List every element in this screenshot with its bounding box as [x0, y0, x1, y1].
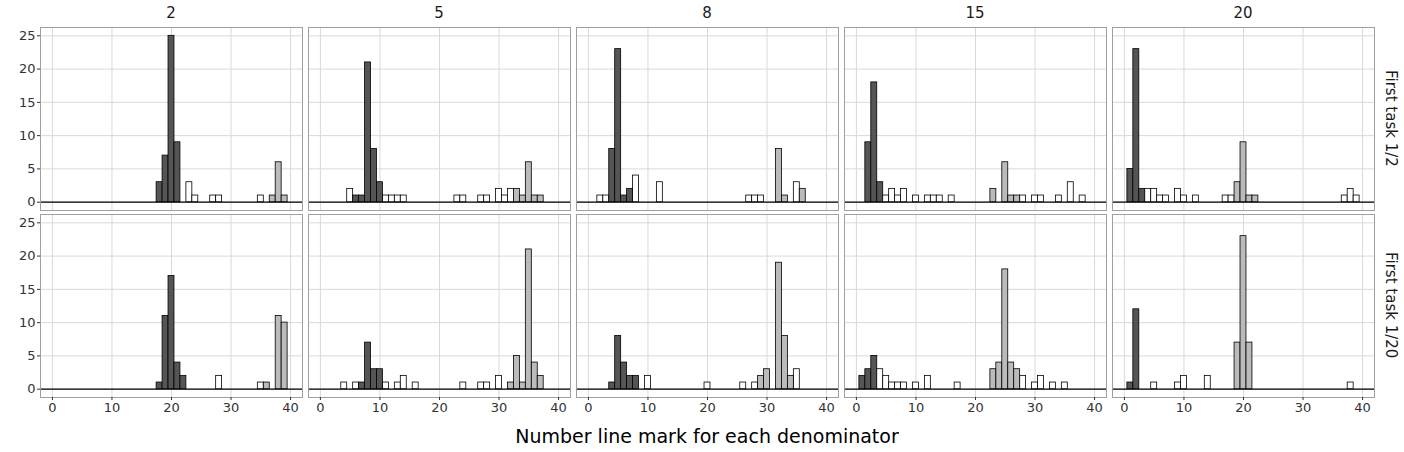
- svg-text:10: 10: [104, 400, 121, 415]
- svg-text:40: 40: [1086, 400, 1103, 415]
- svg-text:0: 0: [584, 400, 592, 415]
- svg-text:30: 30: [1295, 400, 1312, 415]
- svg-text:15: 15: [19, 282, 36, 297]
- svg-text:0: 0: [316, 400, 324, 415]
- svg-text:30: 30: [491, 400, 508, 415]
- svg-text:40: 40: [818, 400, 835, 415]
- svg-text:10: 10: [1176, 400, 1193, 415]
- svg-text:10: 10: [372, 400, 389, 415]
- html-text:8: 8: [702, 4, 712, 22]
- svg-text:40: 40: [1354, 400, 1371, 415]
- svg-text:30: 30: [223, 400, 240, 415]
- svg-text:30: 30: [1027, 400, 1044, 415]
- html-text:Number line mark for each deno: Number line mark for each denominator: [515, 425, 899, 447]
- html-text:15: 15: [965, 4, 985, 22]
- svg-text:40: 40: [550, 400, 567, 415]
- svg-text:25: 25: [19, 28, 36, 43]
- svg-text:5: 5: [27, 348, 35, 363]
- svg-text:0: 0: [852, 400, 860, 415]
- svg-text:30: 30: [759, 400, 776, 415]
- svg-text:10: 10: [19, 128, 36, 143]
- html-text:20: 20: [1233, 4, 1253, 22]
- svg-text:15: 15: [19, 95, 36, 110]
- html-text:First task 1/2: First task 1/2: [1382, 70, 1400, 167]
- svg-text:20: 20: [19, 61, 36, 76]
- svg-text:20: 20: [163, 400, 180, 415]
- svg-text:0: 0: [27, 381, 35, 396]
- svg-text:0: 0: [27, 194, 35, 209]
- svg-text:20: 20: [699, 400, 716, 415]
- html-text:First task 1/20: First task 1/20: [1382, 252, 1400, 359]
- svg-text:10: 10: [908, 400, 925, 415]
- html-text:5: 5: [434, 4, 444, 22]
- svg-text:20: 20: [967, 400, 984, 415]
- svg-text:10: 10: [640, 400, 657, 415]
- svg-text:40: 40: [282, 400, 299, 415]
- svg-text:25: 25: [19, 215, 36, 230]
- svg-text:0: 0: [48, 400, 56, 415]
- svg-text:5: 5: [27, 161, 35, 176]
- svg-text:10: 10: [19, 315, 36, 330]
- svg-text:0: 0: [1120, 400, 1128, 415]
- svg-text:20: 20: [431, 400, 448, 415]
- html-text:2: 2: [166, 4, 176, 22]
- svg-text:20: 20: [1235, 400, 1252, 415]
- svg-text:20: 20: [19, 248, 36, 263]
